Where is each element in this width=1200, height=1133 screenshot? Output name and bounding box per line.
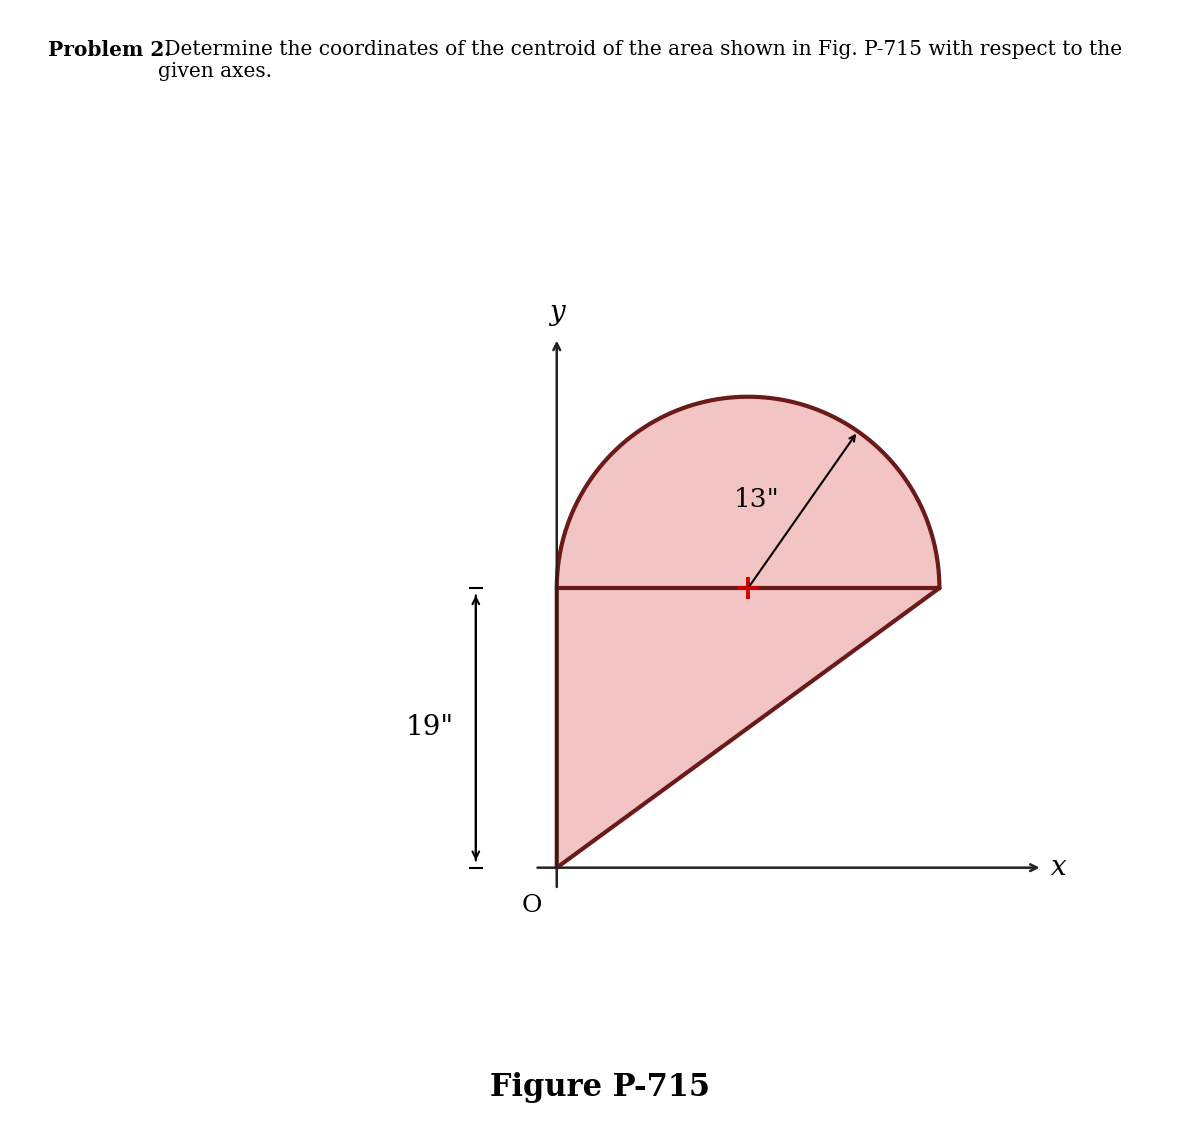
Text: Figure P-715: Figure P-715 bbox=[490, 1072, 710, 1104]
Text: Problem 2.: Problem 2. bbox=[48, 40, 172, 60]
Text: y: y bbox=[548, 299, 564, 326]
Text: O: O bbox=[522, 894, 542, 918]
Polygon shape bbox=[557, 397, 940, 868]
Text: x: x bbox=[1051, 854, 1067, 881]
Text: 13": 13" bbox=[734, 487, 780, 512]
Text: Determine the coordinates of the centroid of the area shown in Fig. P-715 with r: Determine the coordinates of the centroi… bbox=[158, 40, 1122, 80]
Text: 19": 19" bbox=[406, 715, 454, 741]
